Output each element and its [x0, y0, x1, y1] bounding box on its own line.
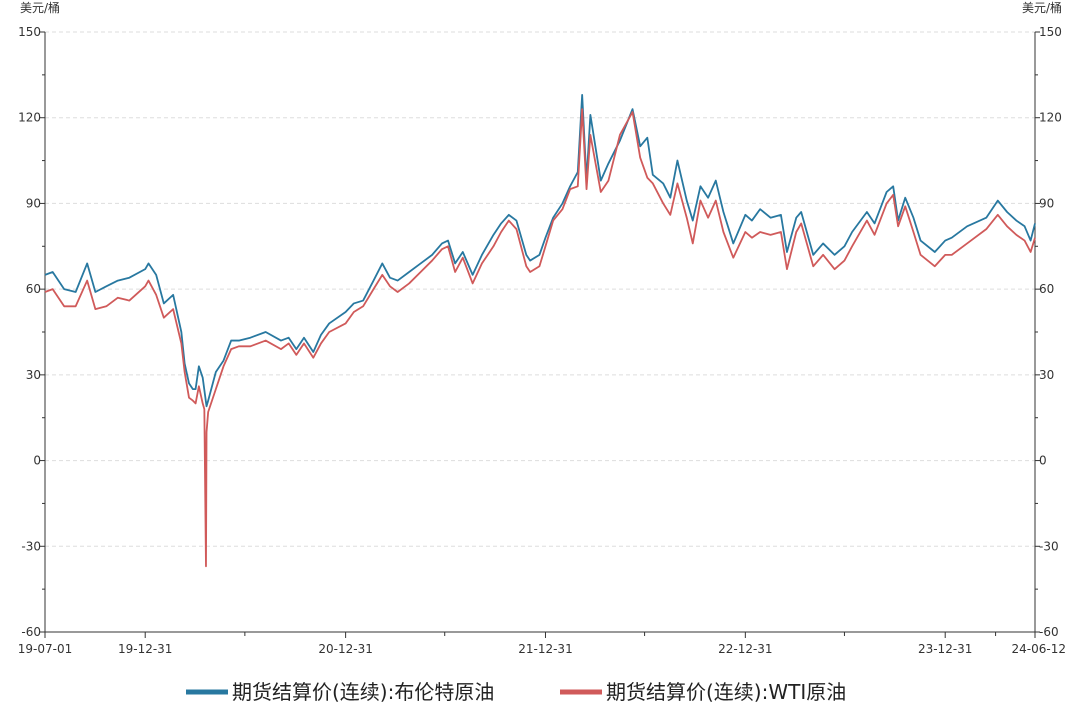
x-tick-label: 19-07-01: [18, 642, 72, 656]
x-tick-label: 21-12-31: [518, 642, 572, 656]
y-tick-label-right: 120: [1039, 111, 1062, 125]
series-line-brent: [44, 93, 1036, 408]
legend: 期货结算价(连续):布伦特原油 期货结算价(连续):WTI原油: [186, 680, 846, 704]
y-tick-label-left: -60: [21, 625, 41, 639]
y-tick-label-right: 90: [1039, 196, 1054, 210]
right-y-ticks: 150 120 90 60 30 0 -30 -60: [1035, 25, 1062, 639]
y-tick-label-right: -60: [1039, 625, 1059, 639]
y-tick-label-left: 90: [26, 196, 41, 210]
legend-label-brent: 期货结算价(连续):布伦特原油: [232, 680, 494, 704]
y-tick-label-right: -30: [1039, 539, 1059, 553]
right-unit-label: 美元/桶: [1022, 0, 1062, 15]
x-tick-label: 22-12-31: [718, 642, 772, 656]
y-tick-label-left: 60: [26, 282, 41, 296]
y-tick-label-right: 150: [1039, 25, 1062, 39]
y-tick-label-left: 120: [18, 111, 41, 125]
x-tick-label: 20-12-31: [318, 642, 372, 656]
x-tick-label: 24-06-12: [1012, 642, 1066, 656]
axes: [44, 32, 1036, 633]
series-lines: [44, 93, 1036, 568]
legend-label-wti: 期货结算价(连续):WTI原油: [606, 680, 846, 704]
y-tick-label-right: 0: [1039, 454, 1047, 468]
y-tick-label-left: 30: [26, 368, 41, 382]
y-tick-label-left: -30: [21, 539, 41, 553]
series-line-wti: [44, 108, 1036, 568]
y-tick-label-left: 150: [18, 25, 41, 39]
left-y-ticks: 150 120 90 60 30 0 -30 -60: [18, 25, 45, 639]
x-tick-label: 23-12-31: [918, 642, 972, 656]
x-ticks: 19-07-01 19-12-31 20-12-31 21-12-31 22-12-31…: [18, 632, 1066, 656]
left-unit-label: 美元/桶: [20, 0, 60, 15]
y-tick-label-right: 30: [1039, 368, 1054, 382]
y-tick-label-right: 60: [1039, 282, 1054, 296]
y-tick-label-left: 0: [33, 454, 41, 468]
x-tick-label: 19-12-31: [118, 642, 172, 656]
gridlines: [45, 31, 1035, 547]
